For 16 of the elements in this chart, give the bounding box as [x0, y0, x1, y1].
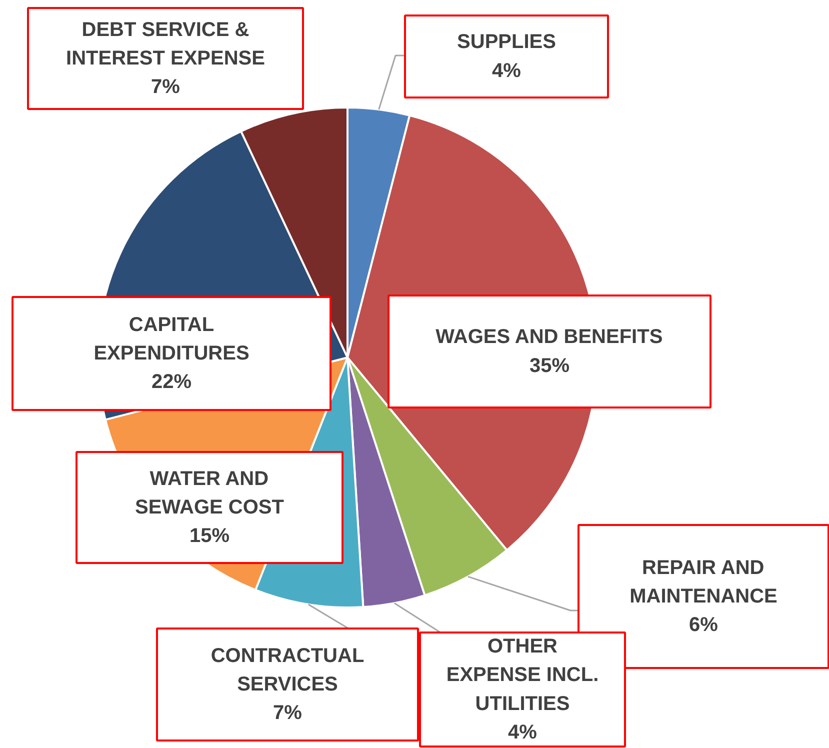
data-label: 15%: [189, 525, 230, 548]
data-label: 4%: [508, 721, 538, 744]
slice-label: DEBT SERVICE & INTEREST EXPENSE: [66, 18, 265, 70]
data-label: 7%: [151, 76, 180, 98]
slice-label: CONTRACTUAL SERVICES: [210, 644, 364, 696]
data-label: 6%: [689, 614, 718, 636]
data-label: 35%: [529, 354, 570, 377]
slice-label: SUPPLIES: [457, 31, 556, 54]
slice-label: OTHER EXPENSE INCL. UTILITIES: [446, 636, 599, 715]
slice-label: WAGES AND BENEFITS: [436, 326, 663, 348]
slice-label: REPAIR AND MAINTENANCE: [630, 556, 778, 608]
slice-label: CAPITAL EXPENDITURES: [94, 314, 250, 364]
slice-label: WATER AND SEWAGE COST: [135, 468, 284, 518]
data-label: 4%: [492, 60, 522, 82]
data-label: 7%: [273, 702, 302, 724]
data-label: 22%: [151, 371, 192, 394]
